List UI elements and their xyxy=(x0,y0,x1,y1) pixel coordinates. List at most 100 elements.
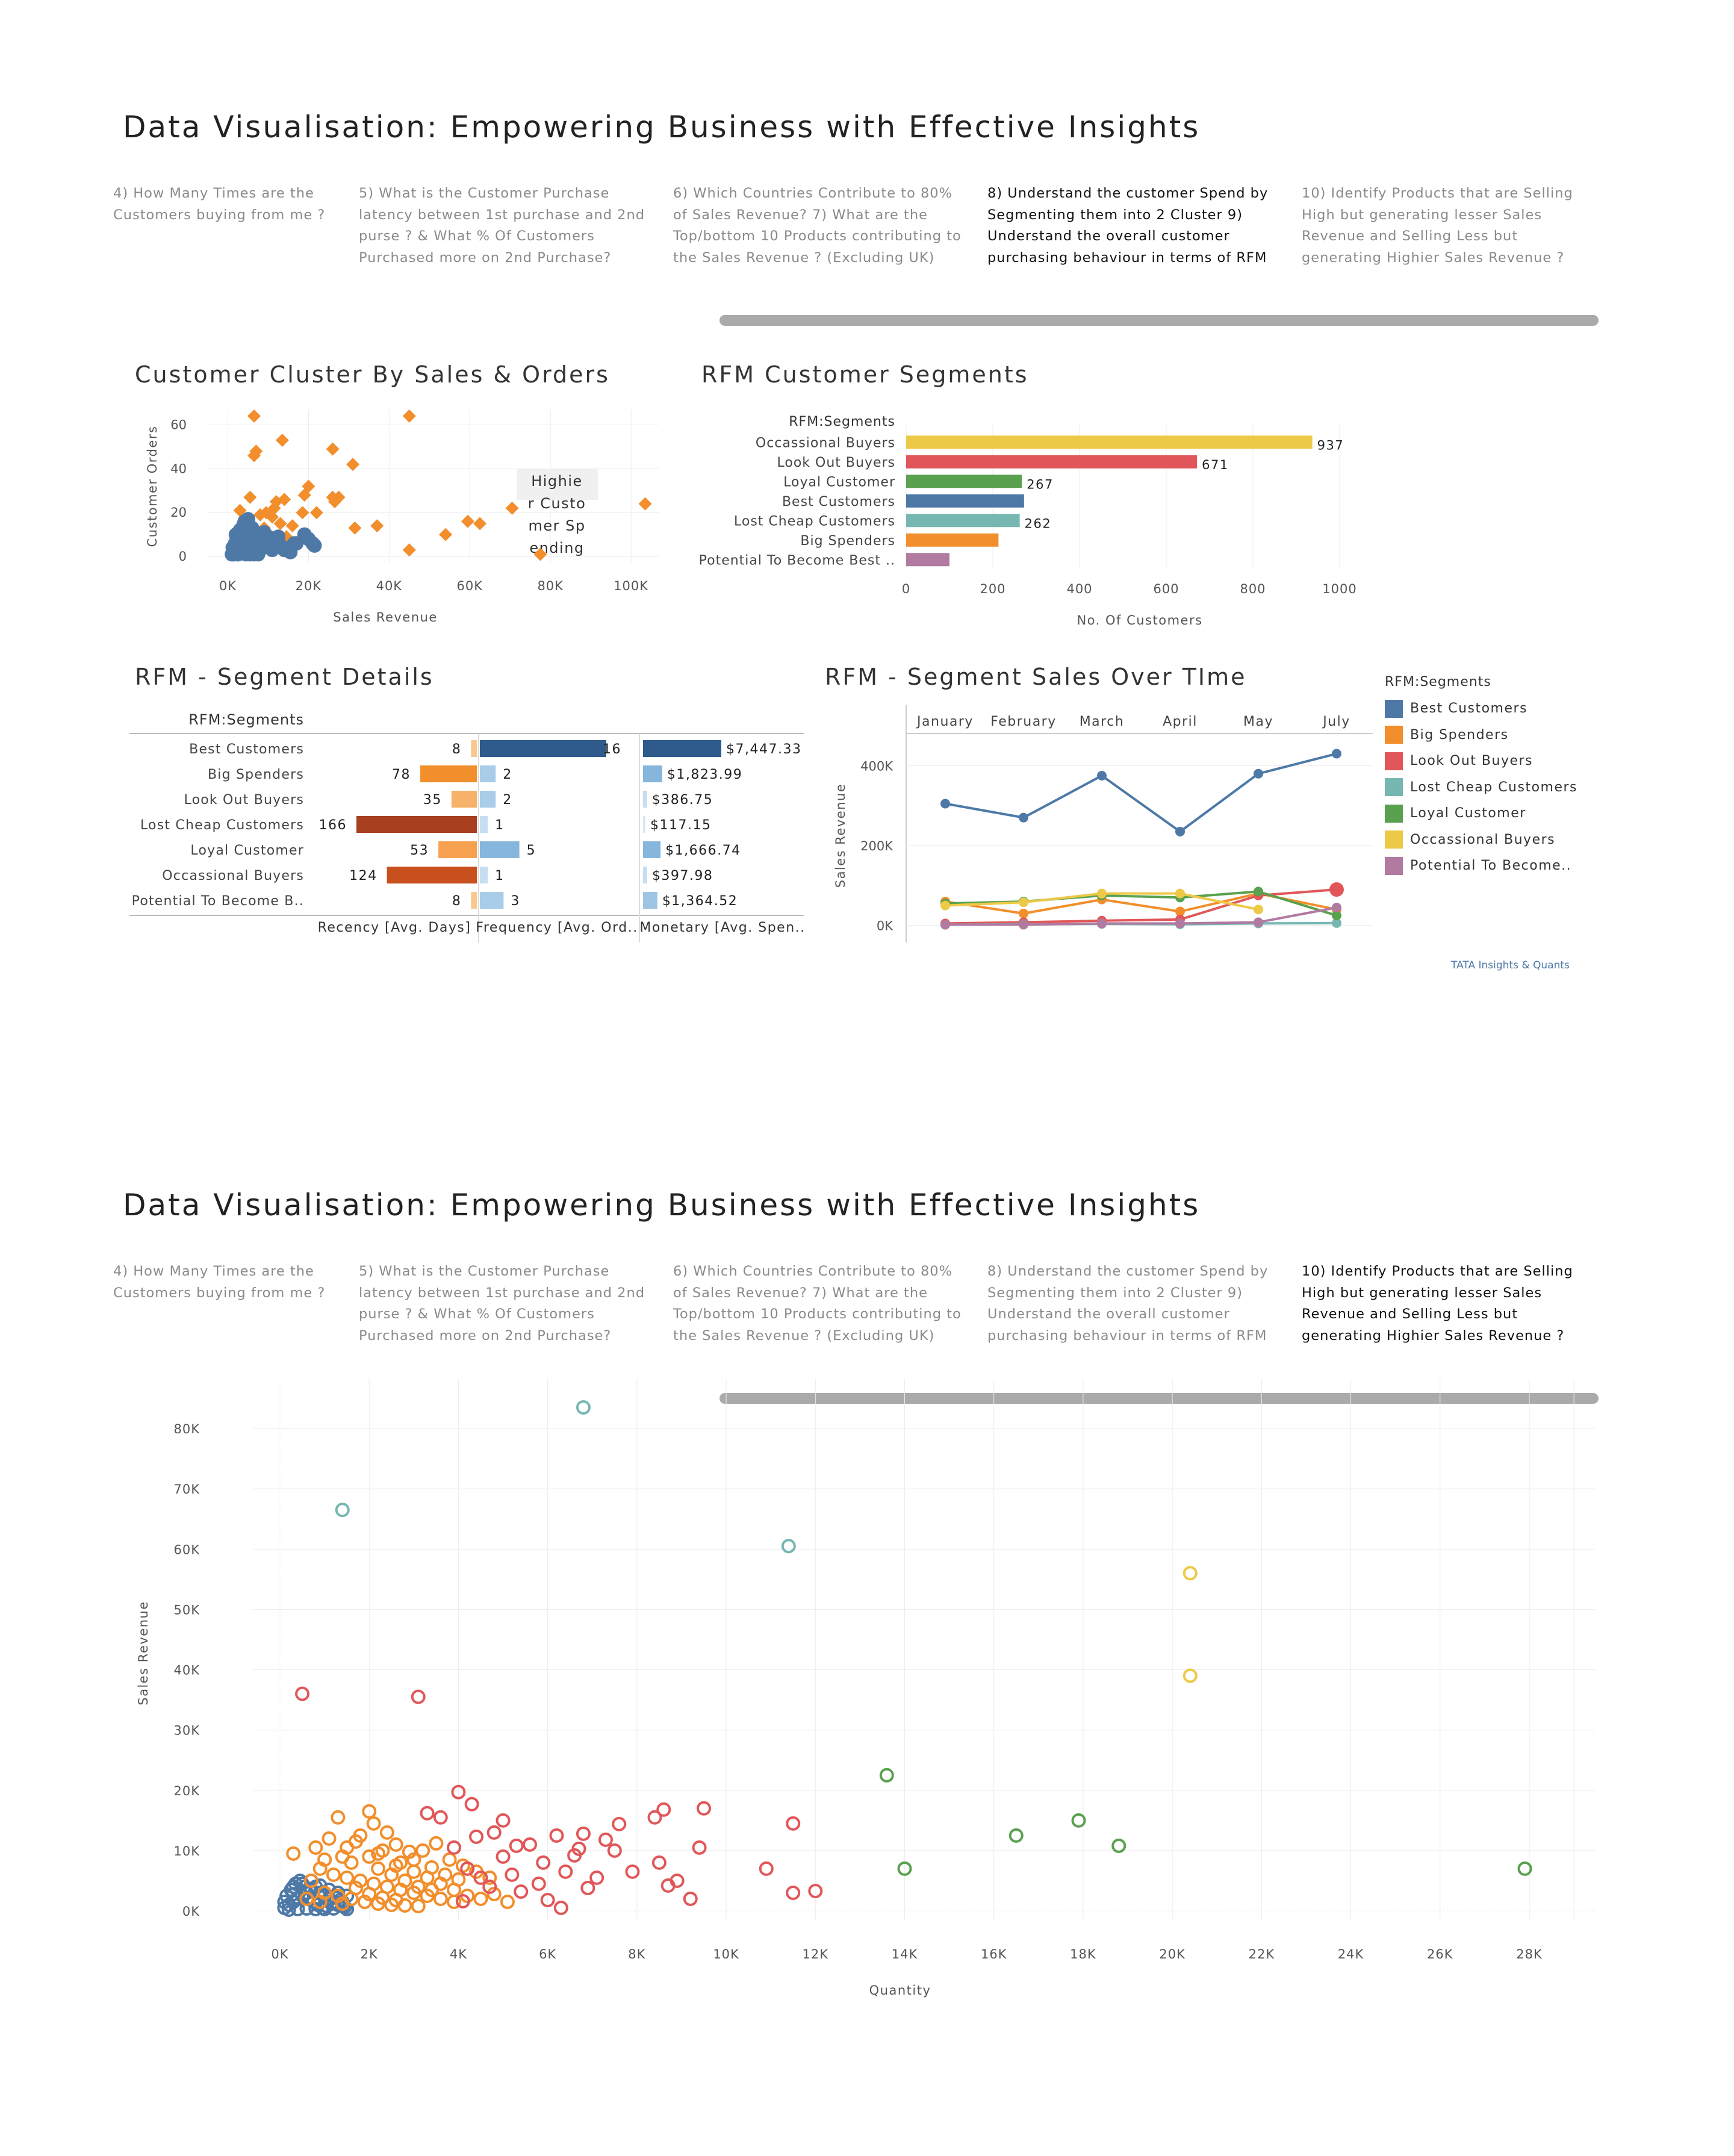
category-label: Big Spenders xyxy=(208,767,304,782)
product-point xyxy=(486,1825,502,1840)
line-point xyxy=(1097,771,1107,781)
x-tick-label: 100K xyxy=(614,579,648,593)
frequency-bar xyxy=(480,892,504,909)
x-tick-label: 2K xyxy=(361,1947,378,1961)
horizontal-scrollbar[interactable] xyxy=(719,315,1599,326)
recency-value: 35 xyxy=(423,793,442,808)
product-point xyxy=(460,1861,475,1876)
scatter-point-high xyxy=(461,514,474,528)
horizontal-scrollbar[interactable] xyxy=(719,1393,1599,1404)
legend-swatch xyxy=(1385,699,1403,718)
legend-swatch xyxy=(1385,856,1403,875)
legend-label: Loyal Customer xyxy=(1410,806,1526,821)
legend-item[interactable]: Big Spenders xyxy=(1385,722,1577,749)
line-point xyxy=(1175,888,1185,899)
product-point xyxy=(411,1879,426,1894)
frequency-bar xyxy=(480,740,606,757)
bar-5 xyxy=(906,533,999,547)
product-point xyxy=(362,1886,377,1901)
product-point xyxy=(295,1686,310,1701)
legend-label: Best Customers xyxy=(1410,701,1528,717)
scatter-point-high xyxy=(505,501,519,515)
product-point xyxy=(625,1864,640,1879)
recency-bar xyxy=(451,791,477,808)
tab-question-4[interactable]: 4) How Many Times are the Customers buyi… xyxy=(113,1263,326,1301)
monetary-value: $397.98 xyxy=(652,868,713,883)
product-point xyxy=(589,1870,604,1885)
tab-question-6-7[interactable]: 6) Which Countries Contribute to 80% of … xyxy=(673,1263,962,1344)
product-point xyxy=(509,1838,524,1853)
product-point xyxy=(335,1503,350,1518)
tab-question-10[interactable]: 10) Identify Products that are Selling H… xyxy=(1302,1263,1573,1344)
tab-question-10[interactable]: 10) Identify Products that are Selling H… xyxy=(1302,185,1573,266)
tab-question-8-9[interactable]: 8) Understand the customer Spend by Segm… xyxy=(987,185,1269,266)
product-point xyxy=(540,1892,555,1907)
legend-swatch xyxy=(1385,752,1403,770)
recency-bar xyxy=(438,841,477,858)
product-point xyxy=(576,1826,591,1841)
legend-item[interactable]: Best Customers xyxy=(1385,696,1577,722)
product-point xyxy=(348,1880,363,1895)
product-point xyxy=(438,1867,453,1882)
legend-item[interactable]: Loyal Customer xyxy=(1385,800,1577,827)
product-point xyxy=(411,1898,426,1913)
tab-question-4[interactable]: 4) How Many Times are the Customers buyi… xyxy=(113,185,326,223)
x-tick-label: 26K xyxy=(1427,1947,1453,1961)
y-axis-label: Sales Revenue xyxy=(136,1601,151,1706)
scatter-point-low xyxy=(271,529,286,544)
product-point xyxy=(683,1891,698,1906)
product-point xyxy=(897,1861,912,1876)
legend-label: Look Out Buyers xyxy=(1410,753,1533,769)
product-point xyxy=(397,1873,412,1888)
y-axis-label: Sales Revenue xyxy=(833,784,848,888)
line-point xyxy=(1175,918,1185,929)
monetary-bar xyxy=(643,867,647,883)
legend-item[interactable]: Look Out Buyers xyxy=(1385,748,1577,774)
product-point xyxy=(660,1878,676,1893)
tab-question-8-9[interactable]: 8) Understand the customer Spend by Segm… xyxy=(987,1263,1269,1344)
line-point xyxy=(1332,749,1341,759)
product-point xyxy=(344,1855,359,1870)
page-title: Data Visualisation: Empowering Business … xyxy=(123,1188,1201,1223)
product-point xyxy=(1008,1828,1024,1843)
product-point xyxy=(433,1810,448,1825)
scatter-point-high xyxy=(302,479,315,493)
frequency-bar xyxy=(480,765,496,782)
x-tick-label: 20K xyxy=(1159,1947,1186,1961)
category-label: Lost Cheap Customers xyxy=(140,818,304,833)
product-point xyxy=(482,1879,497,1894)
recency-value: 8 xyxy=(452,894,462,909)
category-label: Look Out Buyers xyxy=(184,793,305,808)
monetary-value: $7,447.33 xyxy=(726,742,801,757)
monetary-value: $1,823.99 xyxy=(667,767,742,782)
legend-item[interactable]: Occassional Buyers xyxy=(1385,827,1577,853)
legend-label: Lost Cheap Customers xyxy=(1410,779,1578,795)
x-tick-label: 60K xyxy=(457,579,483,593)
scatter-point-high xyxy=(326,442,340,456)
product-point xyxy=(500,1894,515,1909)
line-potential-to-become-best xyxy=(945,906,1337,926)
scatter-point-high xyxy=(249,444,263,458)
scatter-point-high xyxy=(348,521,362,535)
dashboard-bottom: Data Visualisation: Empowering Business … xyxy=(0,1078,1734,2156)
product-point xyxy=(411,1689,426,1704)
tab-question-6-7[interactable]: 6) Which Countries Contribute to 80% of … xyxy=(673,185,962,266)
month-label: April xyxy=(1163,714,1198,729)
tab-question-5[interactable]: 5) What is the Customer Purchase latency… xyxy=(359,1263,645,1344)
line-point xyxy=(1175,906,1185,917)
line-point xyxy=(1254,905,1263,915)
product-point xyxy=(322,1831,337,1846)
product-point xyxy=(879,1768,894,1783)
annotation-text: Highie xyxy=(531,473,583,490)
legend-item[interactable]: Potential To Become.. xyxy=(1385,853,1577,879)
x-axis-label: No. Of Customers xyxy=(1077,613,1202,628)
product-point xyxy=(308,1840,323,1855)
product-point xyxy=(455,1893,470,1908)
scatter-point-high xyxy=(638,497,652,511)
legend-item[interactable]: Lost Cheap Customers xyxy=(1385,774,1577,801)
tab-question-5[interactable]: 5) What is the Customer Purchase latency… xyxy=(359,185,645,266)
product-point xyxy=(299,1891,314,1906)
x-tick-label: 28K xyxy=(1516,1947,1543,1961)
legend-swatch xyxy=(1385,778,1403,797)
y-tick-label: 20 xyxy=(170,505,187,520)
